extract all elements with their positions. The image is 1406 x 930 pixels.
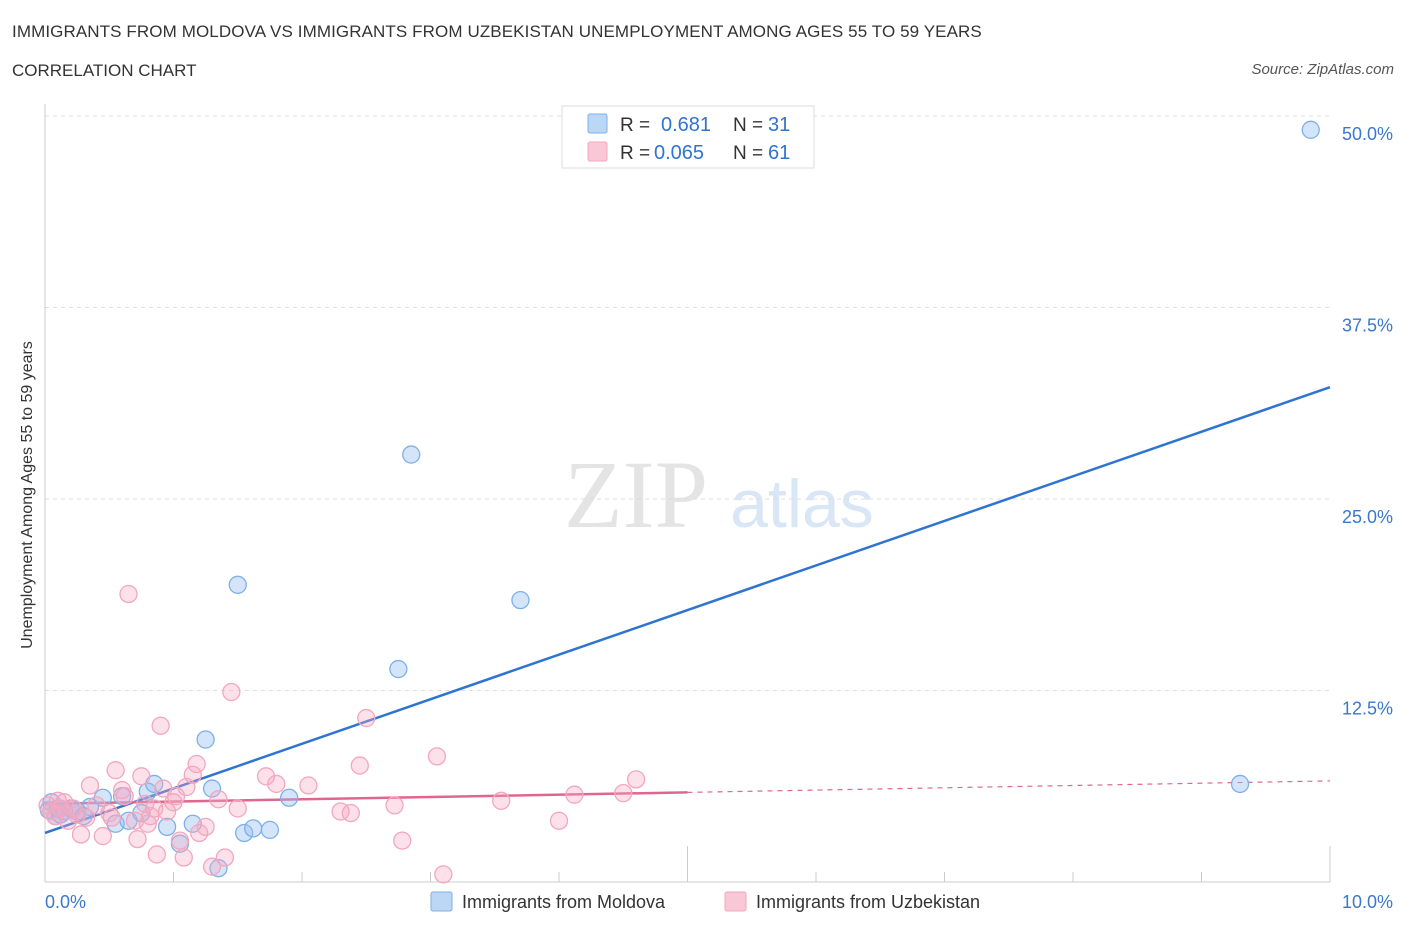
chart-source: Source: ZipAtlas.com bbox=[1251, 61, 1394, 78]
point-s0-30 bbox=[511, 590, 530, 610]
y-tick-label-0: 12.5% bbox=[1342, 699, 1393, 719]
point-s1-28 bbox=[151, 716, 170, 735]
point-s1-45 bbox=[256, 767, 276, 786]
point-s1-44 bbox=[228, 799, 247, 818]
point-s1-11 bbox=[80, 776, 100, 795]
watermark-zip: ZIP bbox=[564, 441, 708, 548]
point-s1-42 bbox=[215, 848, 235, 867]
point-s0-31 bbox=[1230, 774, 1250, 794]
point-s0-17 bbox=[157, 817, 177, 836]
point-s1-53 bbox=[393, 831, 412, 850]
point-s1-60 bbox=[626, 770, 646, 789]
point-s1-9 bbox=[71, 825, 91, 844]
data-points bbox=[38, 120, 1320, 884]
point-s1-36 bbox=[183, 765, 202, 784]
bottom-legend-label-moldova: Immigrants from Moldova bbox=[462, 892, 666, 912]
point-s1-57 bbox=[549, 811, 569, 830]
point-s1-56 bbox=[492, 791, 511, 810]
watermark: ZIP atlas bbox=[564, 441, 874, 548]
x-tick-label-1: 10.0% bbox=[1342, 892, 1393, 912]
axes bbox=[44, 104, 1331, 883]
watermark-atlas: atlas bbox=[730, 466, 874, 542]
point-s1-34 bbox=[174, 848, 193, 867]
point-s1-22 bbox=[132, 767, 151, 786]
trend-lines bbox=[44, 385, 1331, 835]
point-s0-26 bbox=[260, 820, 280, 840]
point-s1-43 bbox=[222, 682, 241, 702]
point-s1-51 bbox=[357, 708, 376, 728]
point-s1-37 bbox=[187, 754, 206, 774]
point-s0-28 bbox=[389, 659, 408, 679]
point-s0-32 bbox=[1301, 120, 1320, 139]
point-s1-41 bbox=[209, 790, 228, 809]
legend-swatch-moldova bbox=[587, 113, 608, 134]
point-s0-27 bbox=[279, 788, 299, 807]
point-s1-58 bbox=[565, 785, 584, 804]
point-s1-19 bbox=[119, 584, 138, 604]
legend-r-value-1: 0.681 bbox=[661, 114, 711, 136]
point-s0-29 bbox=[402, 445, 421, 464]
x-tick-label-0: 0.0% bbox=[45, 892, 86, 912]
point-s1-59 bbox=[614, 783, 633, 803]
legend-r-value-2: 0.065 bbox=[654, 142, 704, 164]
legend-swatch-uzbekistan bbox=[587, 141, 608, 162]
point-s1-13 bbox=[93, 826, 112, 846]
point-s0-25 bbox=[244, 819, 263, 838]
bottom-legend-swatch-uzbekistan bbox=[724, 891, 747, 912]
point-s1-18 bbox=[115, 787, 134, 806]
chart-title: IMMIGRANTS FROM MOLDOVA VS IMMIGRANTS FR… bbox=[12, 22, 982, 41]
point-s1-40 bbox=[202, 857, 222, 876]
legend-n-label-2: N = bbox=[733, 143, 768, 164]
point-s1-32 bbox=[166, 787, 186, 806]
point-s0-23 bbox=[228, 575, 247, 594]
point-s1-16 bbox=[106, 761, 125, 780]
point-s1-52 bbox=[385, 796, 404, 815]
point-s0-21 bbox=[202, 779, 222, 798]
y-tick-label-2: 37.5% bbox=[1342, 316, 1393, 336]
point-s1-33 bbox=[170, 831, 190, 850]
tick-labels: 12.5% 25.0% 37.5% 50.0% 0.0% 10.0% bbox=[45, 124, 1393, 912]
point-s1-46 bbox=[267, 774, 286, 794]
legend-n-value-1: 31 bbox=[768, 114, 790, 136]
point-s0-22 bbox=[209, 859, 228, 878]
point-s0-24 bbox=[235, 823, 254, 843]
trend-line-0 bbox=[44, 385, 1331, 835]
legend-r-label-2: R = bbox=[620, 143, 655, 164]
chart-subtitle: CORRELATION CHART bbox=[12, 61, 197, 80]
y-tick-label-3: 50.0% bbox=[1342, 124, 1393, 144]
trend-line-1 bbox=[44, 791, 688, 806]
grid bbox=[45, 115, 1330, 691]
point-s1-55 bbox=[434, 865, 453, 884]
trend-line-ext-1 bbox=[687, 780, 1331, 793]
point-s1-21 bbox=[128, 829, 147, 849]
legend-r-label-1: R = bbox=[620, 115, 655, 136]
point-s1-47 bbox=[299, 776, 318, 795]
point-s1-39 bbox=[196, 817, 215, 836]
point-s1-27 bbox=[147, 845, 166, 864]
legend-n-value-2: 61 bbox=[768, 142, 790, 164]
point-s0-20 bbox=[196, 730, 215, 749]
legend: R = 0.681 N = 31 R = 0.065 N = 61 bbox=[561, 105, 815, 169]
point-s1-10 bbox=[76, 808, 96, 827]
point-s1-54 bbox=[427, 747, 447, 766]
legend-n-label-1: N = bbox=[733, 115, 768, 136]
point-s1-5 bbox=[55, 793, 74, 812]
y-tick-label-1: 25.0% bbox=[1342, 507, 1393, 527]
bottom-legend-label-uzbekistan: Immigrants from Uzbekistan bbox=[756, 892, 980, 912]
bottom-legend: Immigrants from Moldova Immigrants from … bbox=[430, 891, 980, 912]
point-s1-15 bbox=[102, 808, 121, 827]
bottom-legend-swatch-moldova bbox=[430, 891, 453, 912]
point-s1-50 bbox=[350, 756, 369, 775]
point-s1-30 bbox=[157, 802, 177, 821]
point-s1-49 bbox=[341, 803, 360, 823]
